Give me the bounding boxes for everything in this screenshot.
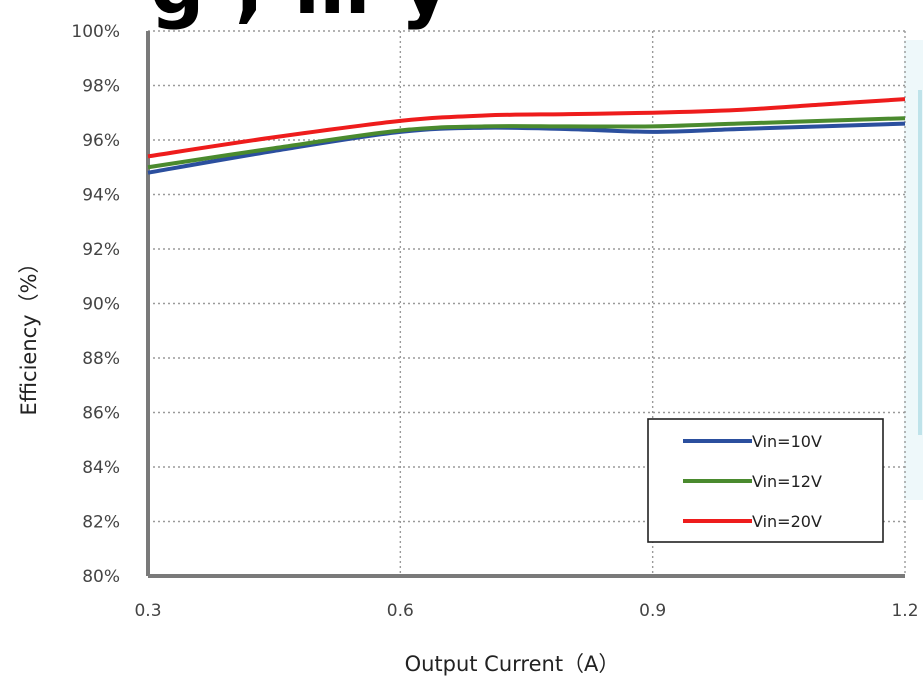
axes xyxy=(146,31,905,578)
series-lines xyxy=(147,97,906,175)
series-line-1 xyxy=(147,121,906,175)
y-axis-label: Efficiency（%） xyxy=(17,252,41,415)
legend: Vin=10V Vin=12V Vin=20V xyxy=(647,418,884,543)
cropped-heading: g , … y xyxy=(150,0,452,31)
x-tick-label: 0.6 xyxy=(387,601,414,621)
y-tick-label: 96% xyxy=(82,131,120,151)
background-panel-border xyxy=(918,90,922,435)
y-tick-label: 88% xyxy=(82,349,120,369)
x-tick-labels: 0.3 0.6 0.9 1.2 xyxy=(134,601,918,621)
y-tick-label: 92% xyxy=(82,240,120,260)
y-tick-label: 98% xyxy=(82,77,120,97)
y-tick-label: 86% xyxy=(82,404,120,424)
y-tick-label: 90% xyxy=(82,295,120,315)
series-line-3 xyxy=(147,97,906,159)
x-tick-label: 0.9 xyxy=(639,601,666,621)
legend-label: Vin=10V xyxy=(752,432,822,451)
legend-label: Vin=12V xyxy=(752,472,822,491)
y-tick-label: 94% xyxy=(82,186,120,206)
y-tick-labels: 100% 98% 96% 94% 92% 90% 88% 86% 84% 82% 80% xyxy=(71,22,120,587)
legend-label: Vin=20V xyxy=(752,512,822,531)
x-tick-label: 0.3 xyxy=(134,601,161,621)
y-tick-label: 82% xyxy=(82,513,120,533)
x-tick-label: 1.2 xyxy=(891,601,918,621)
x-axis-label: Output Current（A） xyxy=(405,652,620,676)
y-tick-label: 80% xyxy=(82,567,120,587)
y-tick-label: 100% xyxy=(71,22,120,42)
y-tick-label: 84% xyxy=(82,458,120,478)
series-line-2 xyxy=(147,116,906,170)
